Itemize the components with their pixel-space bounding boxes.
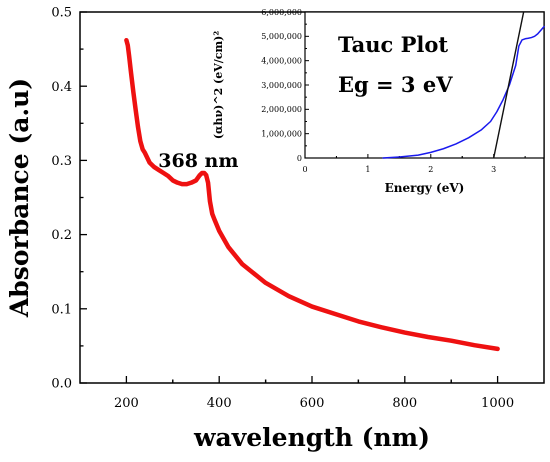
band-gap-label: Eg = 3 eV <box>338 72 453 97</box>
main-x-tick-label: 400 <box>207 396 232 411</box>
inset-plot-frame <box>304 11 545 159</box>
inset-x-tick-label: 0 <box>302 165 307 174</box>
inset-data-line <box>382 25 545 159</box>
main-y-tick-label: 0.4 <box>51 80 72 95</box>
inset-x-tick-label: 1 <box>365 165 370 174</box>
inset-fit-line <box>492 12 525 158</box>
main-y-tick-label: 0.1 <box>51 302 72 317</box>
main-x-tick-label: 800 <box>392 396 417 411</box>
tauc-plot-label: Tauc Plot <box>338 32 448 57</box>
main-y-tick-label: 0.3 <box>51 154 72 169</box>
main-y-axis-title: Absorbance (a.u) <box>5 78 34 318</box>
inset-y-tick-label: 3,000,000 <box>261 81 302 90</box>
inset-y-axis-title: (αhν)^2 (eV/cm)² <box>212 31 225 140</box>
inset-y-tick-label: 6,000,000 <box>261 8 302 17</box>
inset-y-tick-label: 1,000,000 <box>261 129 302 138</box>
main-x-axis-title: wavelength (nm) <box>193 423 430 452</box>
inset-chart: 0 1 2 3 0 1,000,000 2,000,000 3,000,000 4,000,00… <box>212 8 545 195</box>
main-y-tick-label: 0.0 <box>51 377 72 392</box>
inset-y-tick-label: 5,000,000 <box>261 32 302 41</box>
main-x-tick-label: 200 <box>114 396 139 411</box>
main-y-tick-label: 0.2 <box>51 228 72 243</box>
main-data-line <box>124 37 500 352</box>
main-x-tick-label: 600 <box>300 396 325 411</box>
main-x-tick-label: 1000 <box>481 396 514 411</box>
inset-y-tick-label: 0 <box>297 154 302 163</box>
inset-y-tick-label: 4,000,000 <box>261 56 302 65</box>
inset-x-axis-title: Energy (eV) <box>385 181 465 195</box>
inset-x-tick-label: 3 <box>491 165 496 174</box>
peak-label: 368 nm <box>158 150 238 172</box>
inset-y-tick-label: 2,000,000 <box>261 105 302 114</box>
main-y-tick-label: 0.5 <box>51 6 72 21</box>
inset-x-tick-label: 2 <box>428 165 433 174</box>
